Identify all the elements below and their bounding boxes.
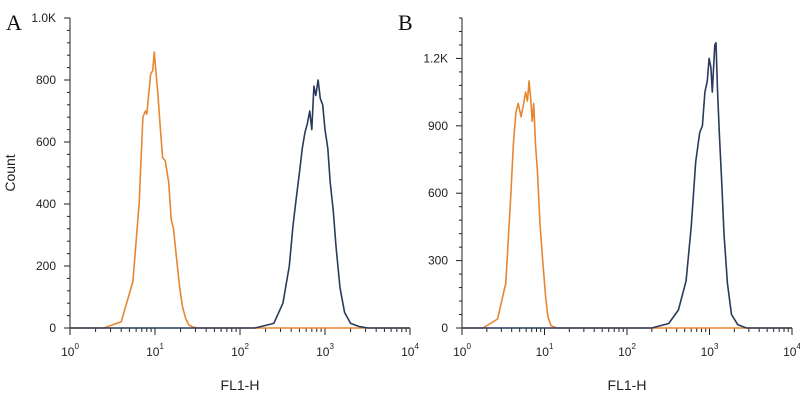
panel-a-y-tick-label: 800 [36, 73, 56, 87]
panel-a-y-tick-label: 600 [36, 135, 56, 149]
panel-b-y-tick-label: 600 [428, 186, 448, 200]
panel-b-x-tick-label: 100 [453, 342, 471, 359]
panel-a-x-axis-title: FL1-H [221, 377, 260, 393]
panel-b-x-tick-label: 104 [783, 342, 800, 359]
panel-a-series-1-line [254, 79, 369, 329]
panel-b-y-tick-label: 0 [441, 321, 448, 335]
panel-b-series-0-line [482, 80, 557, 329]
panel-a-y-tick-label: 400 [36, 197, 56, 211]
panel-b-x-tick-label: 102 [618, 342, 636, 359]
panel-a-y-tick-label: 0 [49, 321, 56, 335]
panel-a-y-axis-title: Count [2, 154, 18, 191]
panel-a-x-tick-label: 101 [146, 342, 164, 359]
panel-b-series-1-line [651, 41, 747, 329]
panel-b-y-tick-label: 900 [428, 119, 448, 133]
panel-b-x-axis-title: FL1-H [608, 377, 647, 393]
panel-a-y-tick-label: 200 [36, 259, 56, 273]
panel-a-x-tick-label: 103 [316, 342, 334, 359]
panel-a-chart: A 0 200 400 600 800 1.0K 100 101 102 103 104 FL1-H Co… [2, 10, 419, 393]
panel-b-y-tick-label: 300 [428, 254, 448, 268]
panel-b-letter: B [398, 10, 413, 35]
panel-a-y-tick-label: 1.0K [31, 11, 56, 25]
panel-b-y-tick-label: 1.2K [423, 51, 448, 65]
panel-a-letter: A [6, 10, 22, 35]
panel-a-x-tick-label: 102 [231, 342, 249, 359]
panel-a-x-tick-label: 100 [61, 342, 79, 359]
panel-a-x-tick-label: 104 [401, 342, 419, 359]
panel-b-x-tick-label: 101 [536, 342, 554, 359]
panel-b-chart: B 0 300 600 900 1.2K 100 101 102 103 104 FL1-H [398, 10, 800, 393]
panel-a-series-0-line [103, 51, 199, 329]
panel-b-x-tick-label: 103 [701, 342, 719, 359]
